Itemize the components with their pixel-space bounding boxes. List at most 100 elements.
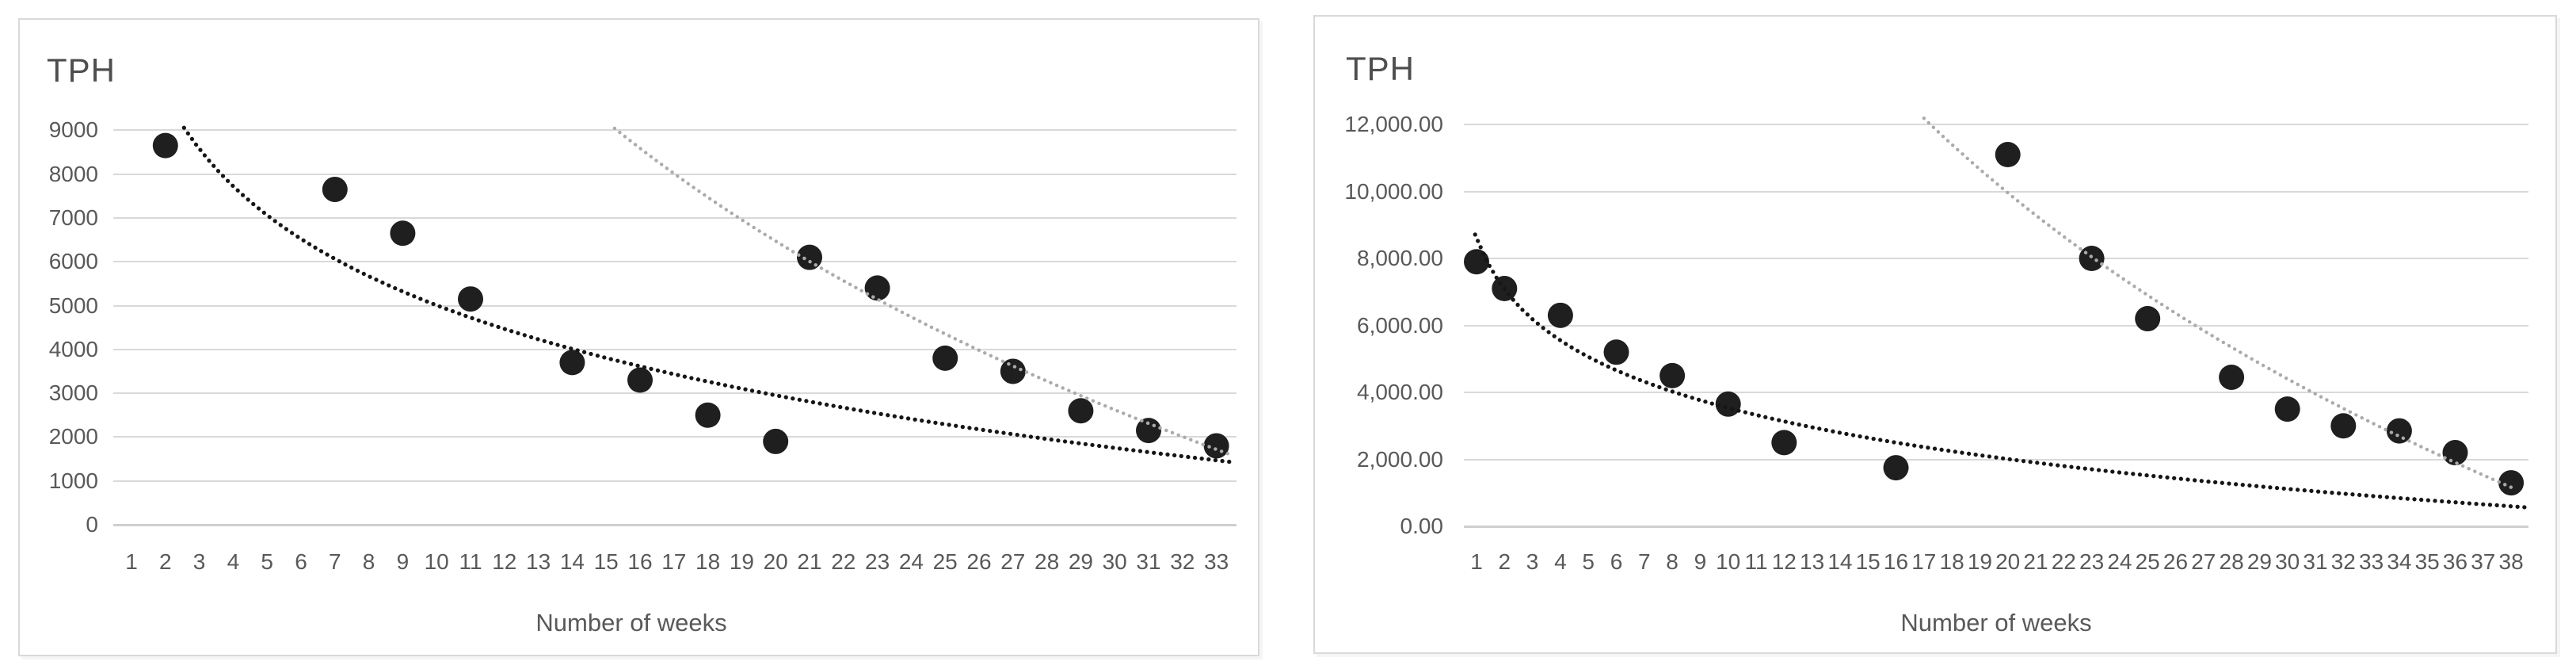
gridline-y-8000 bbox=[113, 173, 1237, 175]
x-tick-label: 36 bbox=[2442, 549, 2468, 574]
data-point-week-14 bbox=[559, 350, 585, 376]
x-tick-label: 32 bbox=[1170, 549, 1195, 574]
x-tick-label: 29 bbox=[2246, 549, 2272, 574]
y-tick-label: 7000 bbox=[48, 205, 98, 230]
data-point-week-4 bbox=[1547, 302, 1573, 328]
x-tick-label: 21 bbox=[797, 549, 822, 574]
y-tick-label: 6000 bbox=[48, 249, 98, 274]
log-trendline-primary bbox=[181, 125, 1236, 464]
x-tick-label: 14 bbox=[559, 549, 585, 574]
chart-title: TPH bbox=[1346, 50, 1415, 87]
x-tick-label: 13 bbox=[1800, 549, 1825, 574]
x-tick-label: 30 bbox=[1102, 549, 1127, 574]
x-tick-label: 31 bbox=[2303, 549, 2328, 574]
x-tick-label: 2 bbox=[159, 549, 172, 574]
data-point-week-12 bbox=[1771, 430, 1797, 456]
x-tick-label: 20 bbox=[1995, 549, 2021, 574]
x-tick-label: 15 bbox=[1855, 549, 1881, 574]
data-point-week-6 bbox=[1603, 339, 1629, 365]
x-tick-label: 30 bbox=[2275, 549, 2300, 574]
gridline-y-0 bbox=[113, 524, 1237, 526]
x-tick-label: 29 bbox=[1068, 549, 1093, 574]
data-point-week-29 bbox=[1068, 398, 1094, 424]
data-point-week-28 bbox=[2219, 364, 2245, 390]
data-point-week-30 bbox=[2274, 396, 2300, 422]
x-tick-label: 22 bbox=[2051, 549, 2076, 574]
y-tick-label: 10,000.00 bbox=[1344, 178, 1443, 204]
y-tick-label: 0 bbox=[86, 512, 98, 537]
data-point-week-38 bbox=[2498, 470, 2525, 496]
data-point-week-7 bbox=[322, 176, 348, 202]
gridline-y-4000 bbox=[113, 348, 1237, 350]
y-tick-label: 8000 bbox=[48, 161, 98, 186]
x-tick-label: 1 bbox=[1470, 549, 1483, 574]
chart-panel-left: TPH 9000 8000 7000 6000 5000 4000 3000 2000 1000… bbox=[18, 18, 1259, 656]
x-tick-label: 3 bbox=[192, 549, 206, 574]
x-tick-label: 24 bbox=[898, 549, 924, 574]
x-axis-title: Number of weeks bbox=[1900, 609, 2092, 637]
data-point-week-25 bbox=[2135, 306, 2161, 332]
x-tick-label: 26 bbox=[966, 549, 992, 574]
gridline-y-8000 bbox=[1464, 258, 2528, 259]
gridline-y-10000 bbox=[1464, 190, 2528, 193]
x-tick-label: 25 bbox=[932, 549, 958, 574]
x-tick-label: 22 bbox=[831, 549, 856, 574]
y-tick-label: 2000 bbox=[48, 424, 98, 449]
y-tick-label: 6,000.00 bbox=[1357, 312, 1443, 338]
x-tick-label: 16 bbox=[1883, 549, 1909, 574]
x-tick-label: 26 bbox=[2163, 549, 2189, 574]
gridline-y-7000 bbox=[113, 216, 1237, 219]
data-point-week-10 bbox=[1715, 391, 1741, 417]
x-tick-label: 5 bbox=[1582, 549, 1595, 574]
gridline-y-6000 bbox=[1464, 324, 2528, 327]
y-tick-label: 4000 bbox=[48, 336, 98, 361]
x-tick-label: 9 bbox=[396, 549, 410, 574]
y-tick-label: 9000 bbox=[48, 117, 98, 143]
x-tick-label: 23 bbox=[2079, 549, 2105, 574]
x-tick-label: 6 bbox=[1610, 549, 1623, 574]
data-point-week-8 bbox=[1660, 362, 1686, 388]
x-tick-label: 2 bbox=[1498, 549, 1511, 574]
x-tick-label: 19 bbox=[729, 549, 754, 574]
x-tick-label: 1 bbox=[125, 549, 138, 574]
x-tick-label: 16 bbox=[627, 549, 653, 574]
x-tick-label: 24 bbox=[2107, 549, 2132, 574]
data-point-week-18 bbox=[695, 402, 721, 428]
y-tick-label: 3000 bbox=[48, 380, 98, 406]
gridline-y-3000 bbox=[113, 392, 1237, 395]
x-tick-label: 7 bbox=[1638, 549, 1651, 574]
x-tick-label: 6 bbox=[295, 549, 307, 574]
y-tick-label: 2,000.00 bbox=[1357, 446, 1443, 472]
x-tick-label: 38 bbox=[2498, 549, 2524, 574]
log-trendline-primary bbox=[1473, 232, 2528, 510]
x-tick-label: 3 bbox=[1526, 549, 1539, 574]
data-point-week-16 bbox=[1883, 455, 1909, 481]
x-tick-label: 10 bbox=[1716, 549, 1741, 574]
data-point-week-36 bbox=[2442, 440, 2468, 466]
y-tick-label: 0.00 bbox=[1400, 514, 1444, 538]
x-tick-label: 8 bbox=[1666, 549, 1679, 574]
x-tick-label: 35 bbox=[2414, 549, 2440, 574]
x-tick-label: 12 bbox=[1771, 549, 1797, 574]
data-point-week-20 bbox=[1995, 142, 2021, 168]
scatter-plot-svg bbox=[1464, 117, 2528, 510]
data-point-week-20 bbox=[763, 428, 789, 454]
data-point-week-16 bbox=[627, 367, 653, 393]
x-tick-label: 10 bbox=[424, 549, 449, 574]
x-tick-label: 21 bbox=[2023, 549, 2048, 574]
gridline-y-1000 bbox=[113, 480, 1237, 482]
x-tick-label: 7 bbox=[329, 549, 341, 574]
x-tick-label: 17 bbox=[661, 549, 687, 574]
data-point-week-23 bbox=[864, 275, 890, 301]
y-tick-label: 5000 bbox=[48, 292, 98, 318]
gridline-y-2000 bbox=[113, 436, 1237, 438]
y-tick-label: 12,000.00 bbox=[1344, 112, 1443, 136]
data-point-week-23 bbox=[2079, 246, 2105, 271]
x-tick-label: 33 bbox=[1204, 549, 1229, 574]
x-tick-label: 31 bbox=[1136, 549, 1161, 574]
data-point-week-21 bbox=[797, 244, 822, 270]
y-tick-label: 4,000.00 bbox=[1357, 380, 1443, 404]
data-point-week-9 bbox=[390, 220, 416, 247]
x-tick-label: 13 bbox=[526, 549, 551, 574]
